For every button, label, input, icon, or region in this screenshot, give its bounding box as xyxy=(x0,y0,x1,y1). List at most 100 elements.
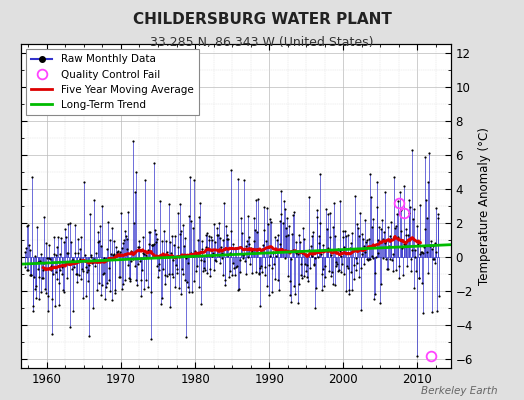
Point xyxy=(94,238,103,244)
Point xyxy=(187,250,195,256)
Point xyxy=(248,270,257,276)
Point xyxy=(258,246,267,253)
Point xyxy=(146,289,155,296)
Point xyxy=(263,282,271,289)
Point xyxy=(397,228,406,234)
Point xyxy=(212,258,220,264)
Point xyxy=(278,246,286,253)
Point xyxy=(288,212,297,218)
Point xyxy=(134,261,143,268)
Point xyxy=(425,242,434,248)
Point xyxy=(366,256,374,262)
Point xyxy=(387,218,396,225)
Point xyxy=(378,236,387,242)
Point xyxy=(292,239,300,245)
Point xyxy=(92,258,101,265)
Point xyxy=(346,245,354,251)
Point xyxy=(181,276,189,283)
Point xyxy=(111,289,119,296)
Point xyxy=(391,267,400,273)
Point xyxy=(423,270,432,276)
Point xyxy=(97,243,105,249)
Point xyxy=(433,308,441,314)
Point xyxy=(125,275,133,281)
Point xyxy=(90,197,99,203)
Point xyxy=(62,250,71,256)
Point xyxy=(237,214,246,221)
Point xyxy=(107,224,116,231)
Point xyxy=(322,225,331,232)
Point xyxy=(435,293,443,300)
Point xyxy=(388,251,397,257)
Point xyxy=(202,244,210,250)
Point xyxy=(69,308,78,314)
Point xyxy=(79,294,88,301)
Point xyxy=(128,249,136,256)
Point xyxy=(332,263,340,269)
Point xyxy=(227,227,235,234)
Point xyxy=(368,253,376,260)
Point xyxy=(345,291,353,297)
Point xyxy=(144,246,152,253)
Point xyxy=(197,256,205,263)
Point xyxy=(173,210,182,216)
Point xyxy=(267,219,275,226)
Point xyxy=(336,252,345,259)
Point xyxy=(245,241,253,247)
Point xyxy=(428,308,436,315)
Point xyxy=(159,266,167,272)
Point xyxy=(399,183,408,190)
Point xyxy=(52,276,61,282)
Point xyxy=(313,207,322,213)
Point xyxy=(225,274,233,280)
Point xyxy=(190,177,199,184)
Point xyxy=(149,160,158,166)
Point xyxy=(381,238,390,245)
Point xyxy=(100,270,108,276)
Point xyxy=(286,292,294,299)
Point xyxy=(82,264,90,270)
Point xyxy=(176,201,184,208)
Point xyxy=(89,305,97,312)
Point xyxy=(40,260,49,267)
Point xyxy=(83,268,91,275)
Point xyxy=(357,231,366,238)
Point xyxy=(86,211,94,218)
Point xyxy=(289,247,298,253)
Point xyxy=(349,248,357,254)
Point xyxy=(395,263,403,269)
Point xyxy=(411,254,420,260)
Point xyxy=(224,252,233,258)
Point xyxy=(130,220,138,226)
Point xyxy=(61,261,70,267)
Point xyxy=(171,284,180,290)
Point xyxy=(177,228,185,234)
Point xyxy=(295,232,303,238)
Point xyxy=(426,243,434,250)
Point xyxy=(125,278,134,284)
Point xyxy=(253,246,261,252)
Point xyxy=(391,225,399,232)
Point xyxy=(423,249,431,256)
Point xyxy=(408,246,416,253)
Point xyxy=(394,234,402,240)
Point xyxy=(315,240,323,246)
Point xyxy=(291,291,299,297)
Point xyxy=(165,270,173,277)
Point xyxy=(296,239,304,246)
Point xyxy=(182,255,190,261)
Point xyxy=(87,251,95,258)
Point xyxy=(184,213,193,219)
Point xyxy=(35,295,43,302)
Point xyxy=(189,253,198,259)
Point xyxy=(239,251,247,258)
Point xyxy=(269,248,278,255)
Point xyxy=(255,270,263,276)
Point xyxy=(346,240,355,246)
Text: CHILDERSBURG WATER PLANT: CHILDERSBURG WATER PLANT xyxy=(133,12,391,27)
Point xyxy=(129,256,137,262)
Point xyxy=(27,272,35,278)
Point xyxy=(302,251,310,257)
Point xyxy=(104,276,113,283)
Point xyxy=(288,231,296,237)
